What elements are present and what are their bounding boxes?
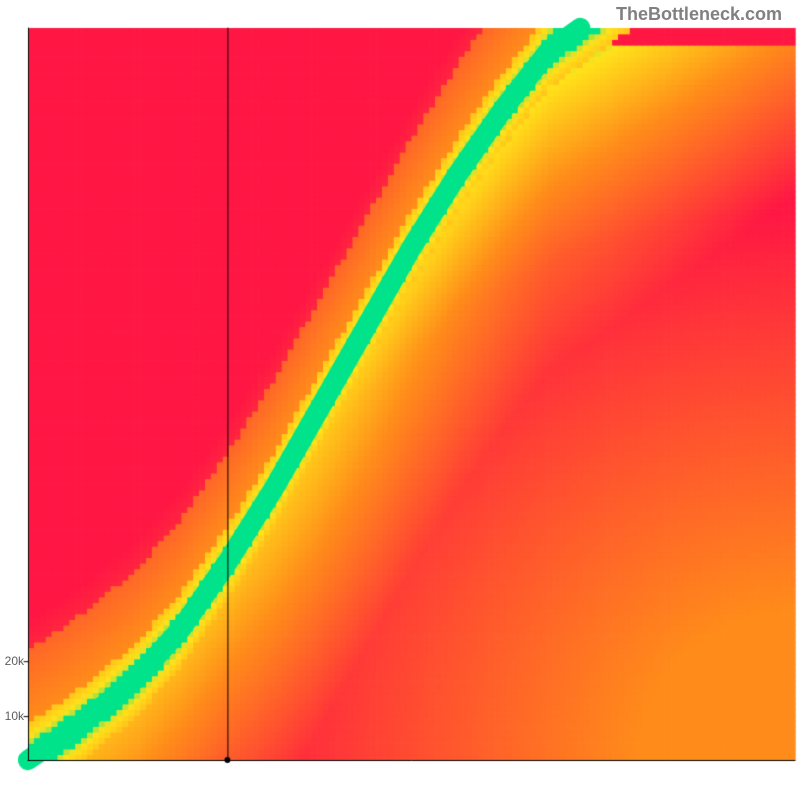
chart-container: { "watermark": "TheBottleneck.com", "can…	[0, 0, 800, 800]
watermark-text: TheBottleneck.com	[616, 4, 782, 25]
y-tick-label: 10k	[0, 709, 24, 723]
y-tick-label: 20k	[0, 654, 24, 668]
bottleneck-heatmap	[0, 0, 800, 800]
